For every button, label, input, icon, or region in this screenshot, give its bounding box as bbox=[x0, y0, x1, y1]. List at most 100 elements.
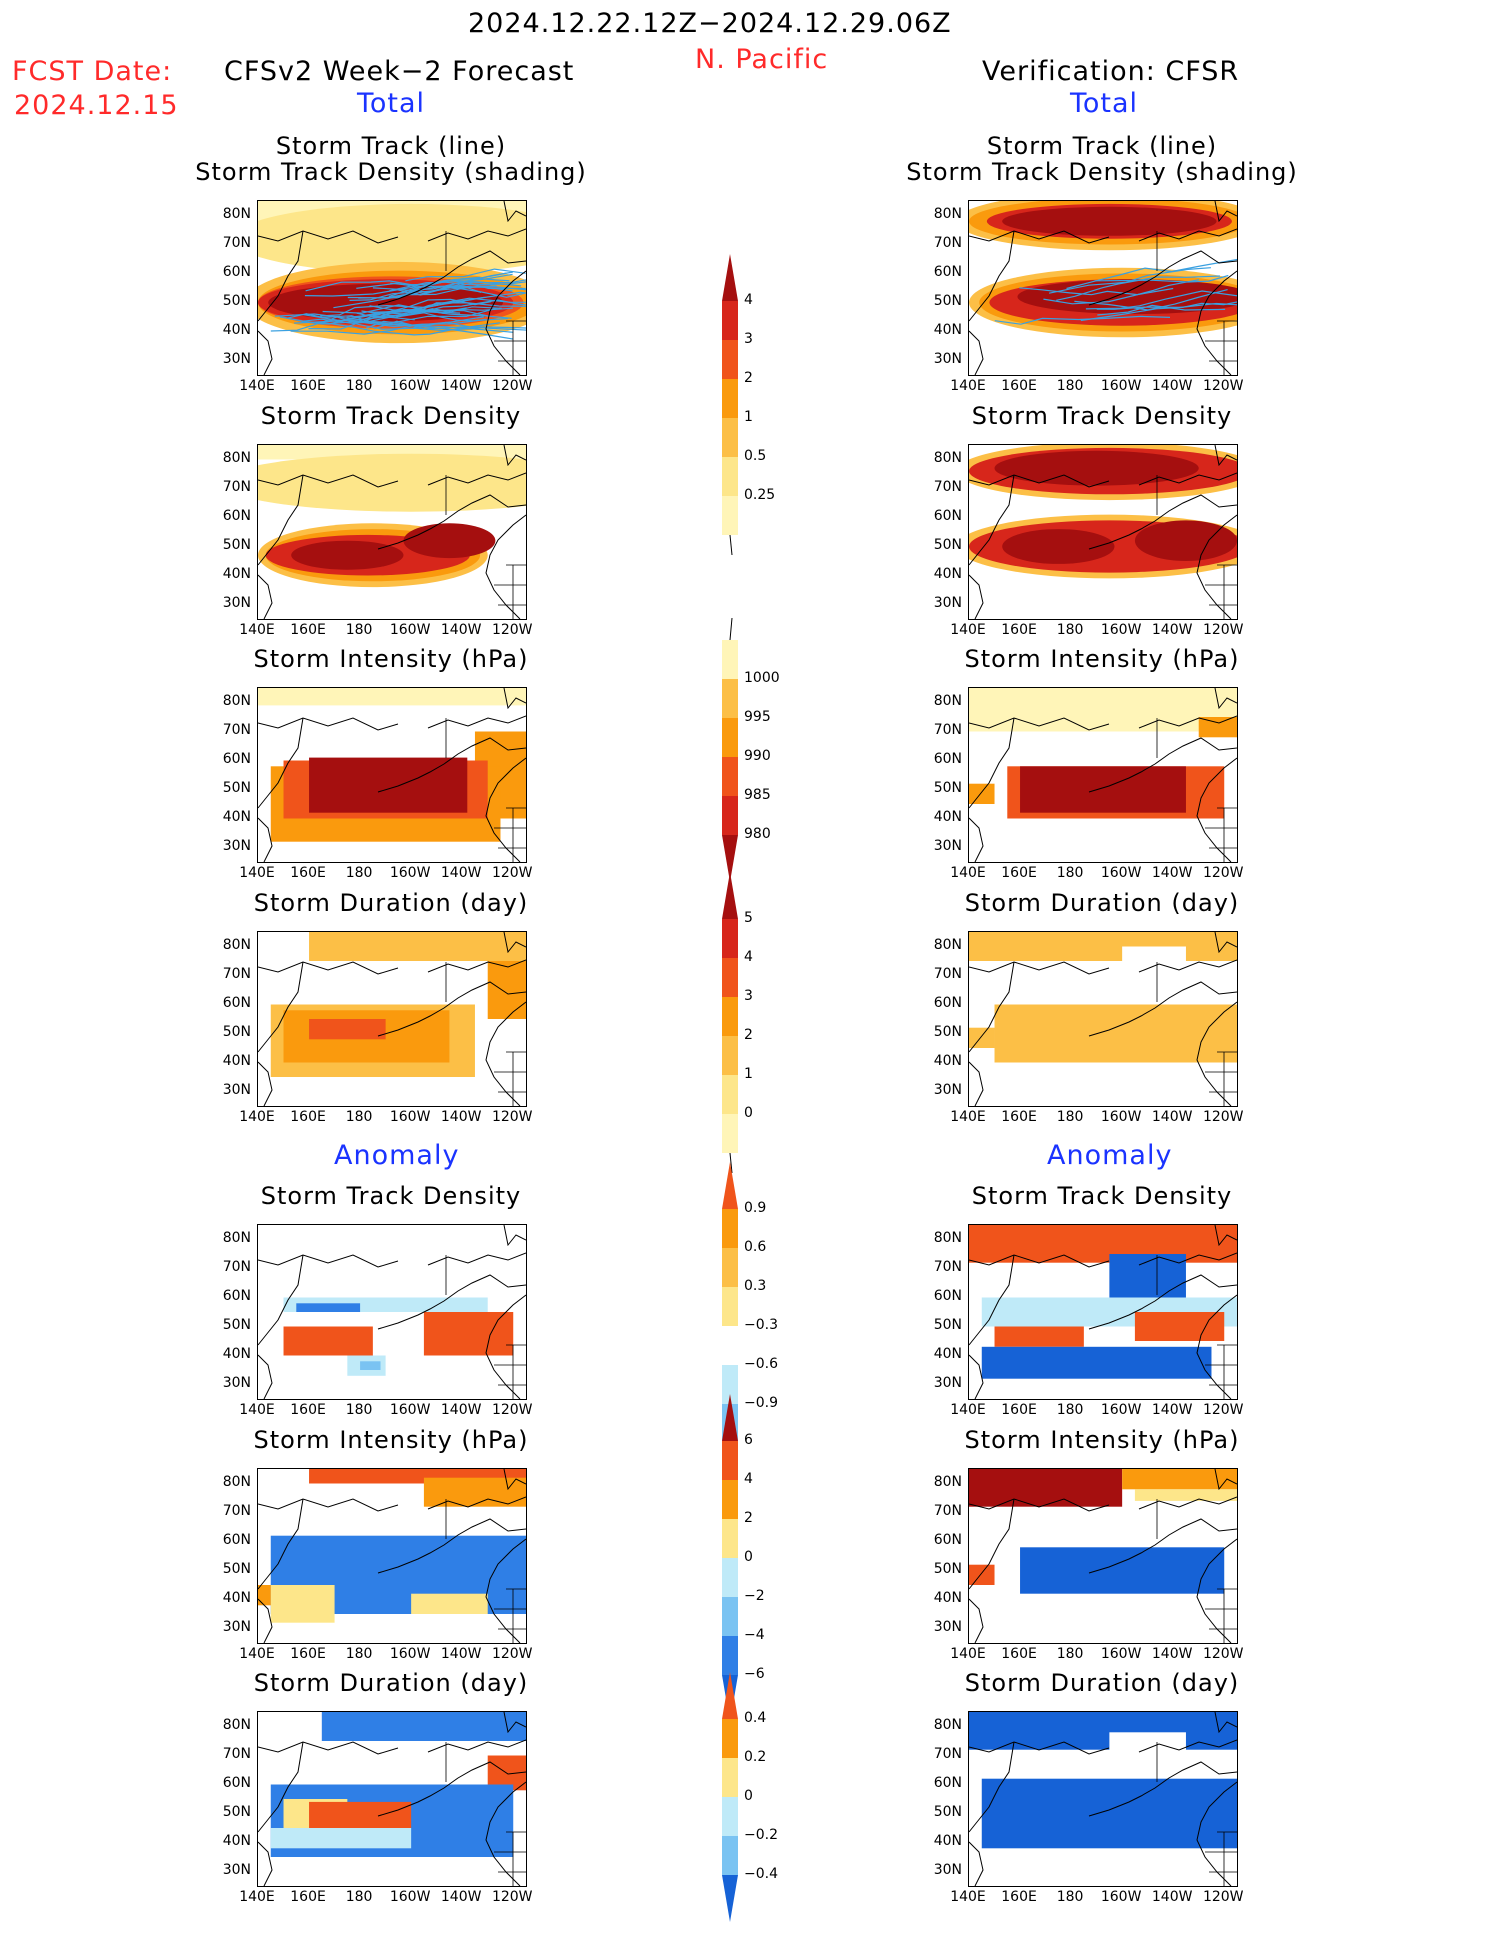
colorbar-label: 0 bbox=[744, 1788, 753, 1804]
colorbar-tail bbox=[729, 617, 733, 641]
lat-tick-label: 40N bbox=[933, 321, 962, 338]
lon-tick-label: 180 bbox=[1056, 1109, 1084, 1125]
coastline bbox=[969, 1254, 1110, 1268]
map-panel bbox=[257, 1468, 527, 1644]
lat-tick-label: 30N bbox=[222, 1374, 251, 1391]
field-cell bbox=[1109, 1732, 1186, 1770]
lat-tick-label: 50N bbox=[222, 292, 251, 309]
map-field bbox=[258, 201, 526, 375]
lat-tick-label: 40N bbox=[933, 1052, 962, 1069]
border-lines bbox=[1156, 718, 1237, 862]
field-cell bbox=[981, 1346, 1212, 1379]
verification-title: Verification: CFSR bbox=[982, 56, 1240, 87]
storm-track-line bbox=[347, 285, 497, 299]
coastline bbox=[427, 1496, 526, 1510]
coastline bbox=[377, 737, 526, 793]
lat-tick-label: 40N bbox=[222, 1589, 251, 1606]
coastline bbox=[969, 1841, 984, 1886]
lon-tick-label: 160W bbox=[1100, 1646, 1142, 1662]
colorbar-swatch bbox=[722, 872, 738, 919]
colorbar-swatch bbox=[722, 418, 738, 457]
lon-tick-label: 160W bbox=[1100, 622, 1142, 638]
colorbar-tail bbox=[729, 1152, 733, 1174]
coastline bbox=[1214, 932, 1237, 954]
field-cell bbox=[1198, 717, 1237, 738]
lat-tick-label: 60N bbox=[933, 750, 962, 767]
map-panel bbox=[968, 200, 1238, 376]
coastline bbox=[485, 1294, 526, 1399]
lon-tick-label: 140W bbox=[440, 378, 482, 394]
field-cell bbox=[258, 1585, 271, 1606]
colorbar-swatch bbox=[722, 1209, 738, 1248]
lon-tick-label: 180 bbox=[1056, 378, 1084, 394]
lon-tick-label: 140E bbox=[950, 1402, 986, 1418]
field-cell bbox=[283, 1326, 373, 1356]
lat-tick-label: 80N bbox=[933, 692, 962, 709]
colorbar-swatch bbox=[722, 1036, 738, 1075]
coastline bbox=[969, 961, 1015, 1053]
coastline bbox=[1088, 250, 1237, 306]
field-cell bbox=[411, 1593, 488, 1614]
lon-tick-label: 180 bbox=[345, 1109, 373, 1125]
colorbar-swatch bbox=[722, 1075, 738, 1114]
verification-anomaly-label: Anomaly bbox=[1047, 1140, 1173, 1171]
colorbar-swatch bbox=[722, 1248, 738, 1287]
map-panel bbox=[257, 1711, 527, 1887]
region-title: N. Pacific bbox=[695, 44, 829, 75]
border-lines bbox=[1156, 1255, 1237, 1399]
coastline bbox=[377, 494, 526, 550]
border-lines bbox=[1156, 1742, 1237, 1886]
map-panel bbox=[968, 444, 1238, 620]
lat-tick-label: 50N bbox=[933, 292, 962, 309]
coastline bbox=[1088, 1274, 1237, 1330]
lat-tick-label: 80N bbox=[222, 936, 251, 953]
lat-tick-label: 50N bbox=[933, 1560, 962, 1577]
lat-tick-label: 50N bbox=[933, 1316, 962, 1333]
colorbar-swatch bbox=[722, 796, 738, 835]
colorbar-label: 1000 bbox=[744, 670, 780, 686]
coastline bbox=[1196, 1781, 1237, 1886]
period-title: 2024.12.22.12Z−2024.12.29.06Z bbox=[468, 8, 952, 39]
panel-title: Storm Track (line) bbox=[986, 132, 1218, 160]
field-cell bbox=[1109, 1254, 1186, 1298]
coastline bbox=[258, 1598, 273, 1643]
colorbar-swatch bbox=[722, 1519, 738, 1558]
lon-tick-label: 160E bbox=[290, 1646, 326, 1662]
coastline bbox=[1214, 445, 1237, 467]
coastline bbox=[969, 717, 1110, 731]
coastline bbox=[258, 330, 273, 375]
coastline bbox=[258, 1741, 304, 1833]
coastline bbox=[258, 961, 399, 975]
colorbar-swatch bbox=[722, 1719, 738, 1758]
lat-tick-label: 60N bbox=[933, 507, 962, 524]
lon-tick-label: 180 bbox=[1056, 865, 1084, 881]
coastline bbox=[427, 472, 526, 486]
coastline bbox=[503, 688, 526, 710]
colorbar-label: 0 bbox=[744, 1549, 753, 1565]
panel-title: Storm Intensity (hPa) bbox=[253, 645, 529, 673]
coastline bbox=[969, 1498, 1015, 1590]
lon-tick-label: 140W bbox=[440, 1402, 482, 1418]
field-cell bbox=[1020, 1547, 1225, 1594]
lon-tick-label: 180 bbox=[345, 1646, 373, 1662]
coastline bbox=[1138, 1252, 1237, 1266]
lon-tick-label: 160E bbox=[1001, 622, 1037, 638]
map-field bbox=[969, 1225, 1237, 1399]
coastline bbox=[1196, 1538, 1237, 1643]
lat-tick-label: 60N bbox=[933, 1774, 962, 1791]
lon-tick-label: 120W bbox=[1202, 1109, 1244, 1125]
coastline bbox=[503, 1469, 526, 1491]
panel-title: Storm Track (line) bbox=[275, 132, 507, 160]
field-cell bbox=[969, 1564, 995, 1585]
colorbar-label: 0.9 bbox=[744, 1200, 767, 1216]
colorbar-swatch bbox=[722, 1597, 738, 1636]
map-field bbox=[258, 1469, 526, 1643]
lon-tick-label: 160E bbox=[1001, 1646, 1037, 1662]
colorbar-label: 3 bbox=[744, 988, 753, 1004]
coastline bbox=[969, 1498, 1110, 1512]
lon-tick-label: 140W bbox=[1151, 1402, 1193, 1418]
panel-title: Storm Intensity (hPa) bbox=[253, 1426, 529, 1454]
lat-tick-label: 50N bbox=[933, 779, 962, 796]
lat-tick-label: 60N bbox=[933, 994, 962, 1011]
lon-tick-label: 120W bbox=[491, 1109, 533, 1125]
